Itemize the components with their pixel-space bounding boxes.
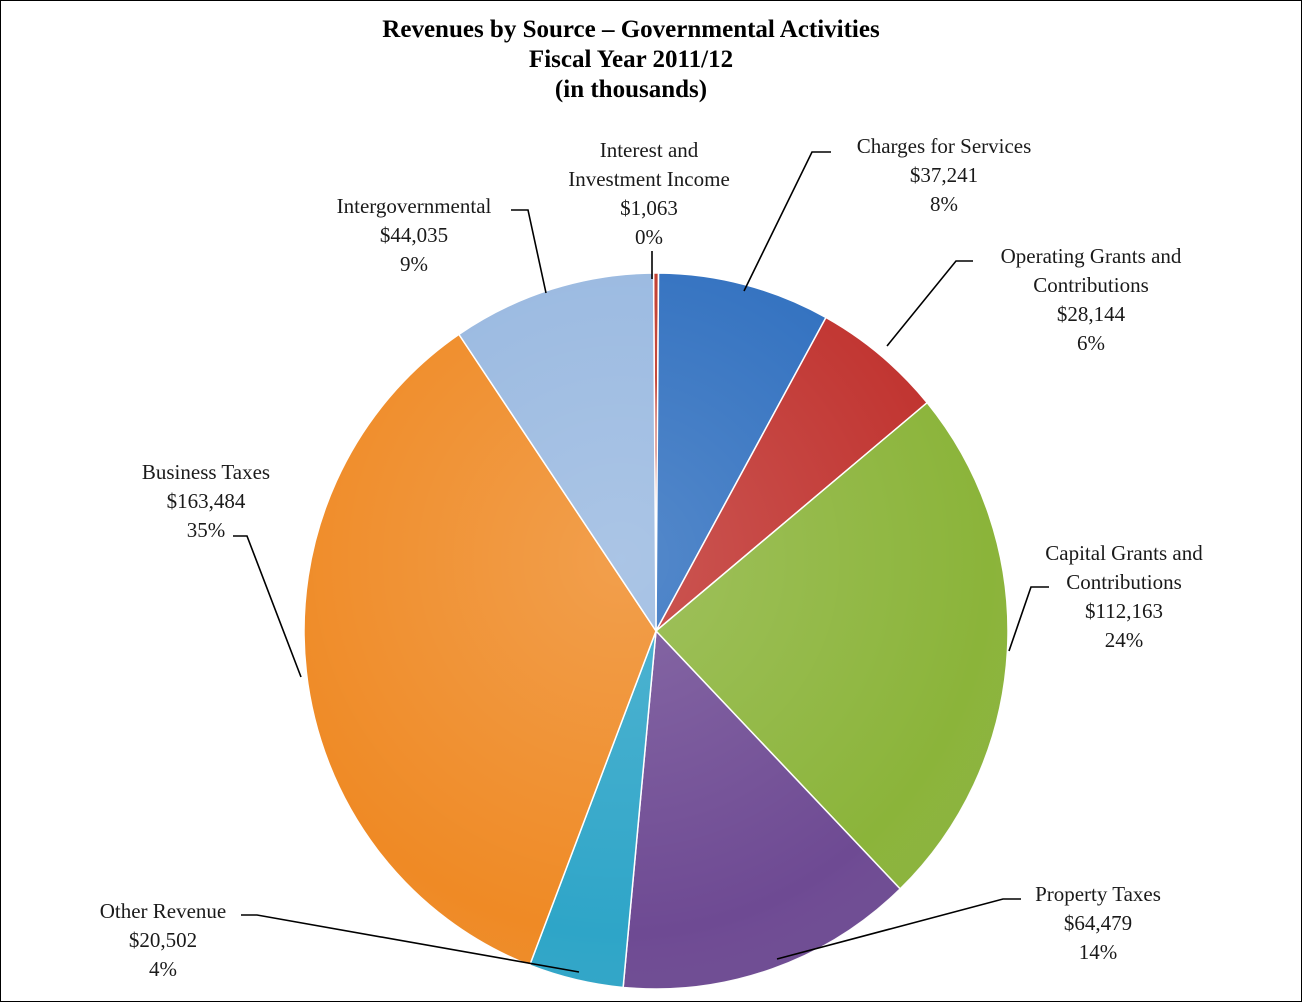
slice-value-other-revenue: $20,502 xyxy=(129,928,197,952)
slice-label-property-taxes: Property Taxes $64,479 14% xyxy=(1035,882,1161,964)
slice-name-charges-for-services: Charges for Services xyxy=(857,134,1032,158)
pie-slices xyxy=(303,272,1009,990)
slice-value-interest-and-investment-income: $1,063 xyxy=(620,196,678,220)
slice-percent-intergovernmental: 9% xyxy=(400,252,428,276)
slice-percent-interest-and-investment-income: 0% xyxy=(635,225,663,249)
leader-line-operating-grants-and-contributions xyxy=(886,260,973,347)
slice-name-property-taxes: Property Taxes xyxy=(1035,882,1161,906)
leader-line-business-taxes xyxy=(233,535,302,678)
slice-percent-property-taxes: 14% xyxy=(1079,940,1118,964)
slice-label-other-revenue: Other Revenue $20,502 4% xyxy=(100,899,227,981)
slice-value-operating-grants-and-contributions: $28,144 xyxy=(1057,302,1126,326)
slice-value-property-taxes: $64,479 xyxy=(1064,911,1132,935)
slice-percent-business-taxes: 35% xyxy=(187,518,226,542)
slice-label-intergovernmental: Intergovernmental $44,035 9% xyxy=(337,194,492,276)
slice-name-interest-and-investment-income-line-1: Interest and xyxy=(600,138,699,162)
slice-label-charges-for-services: Charges for Services $37,241 8% xyxy=(857,134,1032,216)
slice-label-business-taxes: Business Taxes $163,484 35% xyxy=(142,460,270,542)
slice-name-business-taxes: Business Taxes xyxy=(142,460,270,484)
slice-label-interest-and-investment-income: Interest and Investment Income $1,063 0% xyxy=(568,138,730,249)
slice-name-other-revenue: Other Revenue xyxy=(100,899,227,923)
slice-percent-charges-for-services: 8% xyxy=(930,192,958,216)
leader-line-property-taxes xyxy=(776,898,1021,960)
chart-unit-note: (in thousands) xyxy=(554,76,708,103)
slice-percent-other-revenue: 4% xyxy=(149,957,177,981)
chart-title: Revenues by Source – Governmental Activi… xyxy=(382,16,880,43)
leader-line-charges-for-services xyxy=(743,151,831,292)
chart-title-block: Revenues by Source – Governmental Activi… xyxy=(1,15,1261,105)
slice-name-capital-grants-and-contributions-line-1: Capital Grants and xyxy=(1045,541,1203,565)
slice-percent-capital-grants-and-contributions: 24% xyxy=(1105,628,1144,652)
slice-name-operating-grants-and-contributions-line-1: Operating Grants and xyxy=(1001,244,1182,268)
leader-lines xyxy=(233,151,1049,973)
slice-label-capital-grants-and-contributions: Capital Grants and Contributions $112,163 2… xyxy=(1045,541,1203,652)
slice-percent-operating-grants-and-contributions: 6% xyxy=(1077,331,1105,355)
chart-subtitle: Fiscal Year 2011/12 xyxy=(528,46,734,73)
leader-line-intergovernmental xyxy=(511,209,547,294)
slice-label-operating-grants-and-contributions: Operating Grants and Contributions $28,144… xyxy=(1001,244,1182,355)
slice-value-capital-grants-and-contributions: $112,163 xyxy=(1085,599,1163,623)
slice-value-intergovernmental: $44,035 xyxy=(380,223,448,247)
slice-value-charges-for-services: $37,241 xyxy=(910,163,978,187)
slice-name-operating-grants-and-contributions-line-2: Contributions xyxy=(1033,273,1149,297)
slice-labels: Interest and Investment Income $1,063 0% Cha… xyxy=(100,134,1203,981)
slice-value-business-taxes: $163,484 xyxy=(167,489,246,513)
leader-line-capital-grants-and-contributions xyxy=(1008,586,1049,652)
slice-name-intergovernmental: Intergovernmental xyxy=(337,194,492,218)
leader-line-other-revenue xyxy=(241,914,580,973)
slice-name-capital-grants-and-contributions-line-2: Contributions xyxy=(1066,570,1182,594)
slice-name-interest-and-investment-income-line-2: Investment Income xyxy=(568,167,730,191)
